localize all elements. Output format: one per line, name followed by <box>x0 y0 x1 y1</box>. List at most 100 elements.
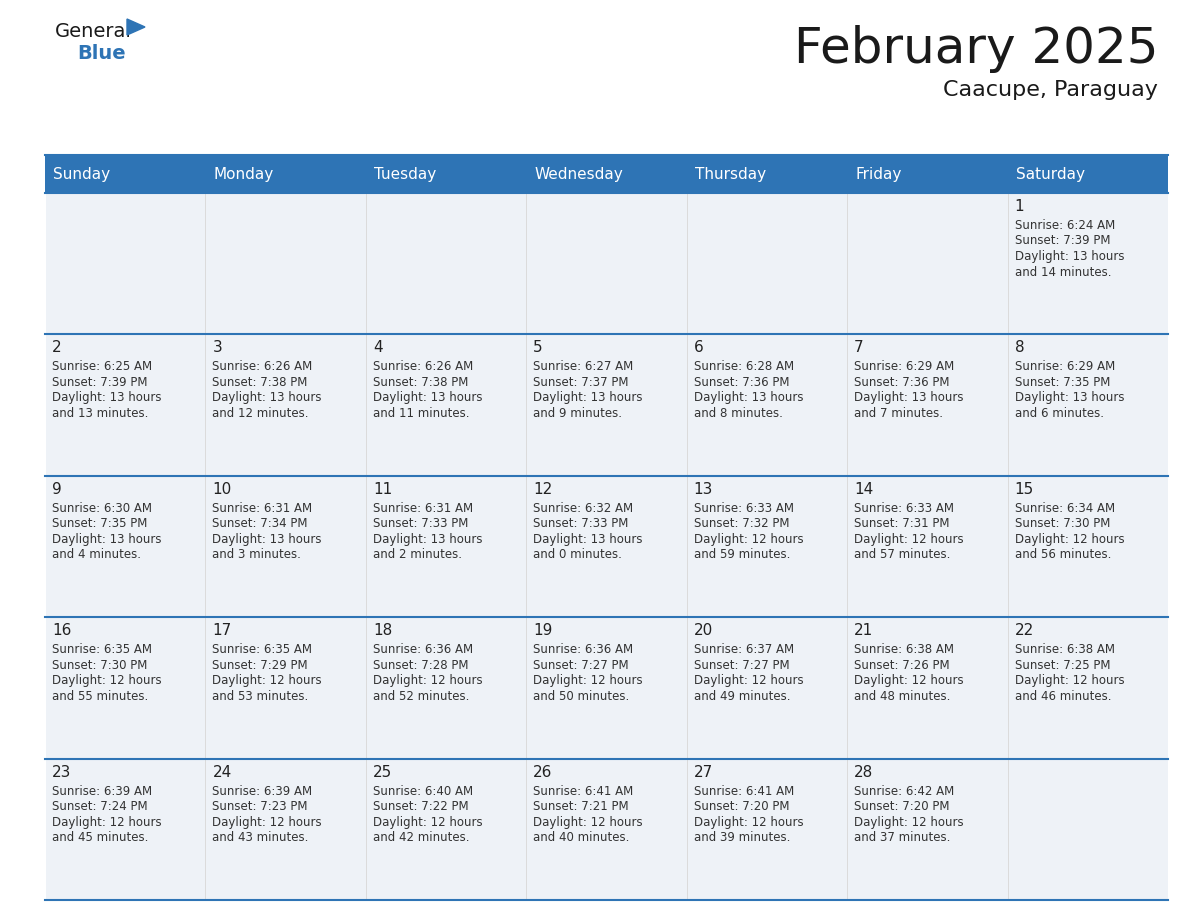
Text: 1: 1 <box>1015 199 1024 214</box>
Text: and 7 minutes.: and 7 minutes. <box>854 407 943 420</box>
Text: and 13 minutes.: and 13 minutes. <box>52 407 148 420</box>
Text: Sunrise: 6:31 AM: Sunrise: 6:31 AM <box>373 502 473 515</box>
Text: Sunset: 7:33 PM: Sunset: 7:33 PM <box>373 518 468 531</box>
Text: Sunrise: 6:37 AM: Sunrise: 6:37 AM <box>694 644 794 656</box>
Text: and 39 minutes.: and 39 minutes. <box>694 831 790 844</box>
Bar <box>45 617 206 758</box>
Bar <box>206 617 366 758</box>
Text: 5: 5 <box>533 341 543 355</box>
Text: Daylight: 12 hours: Daylight: 12 hours <box>1015 674 1124 688</box>
Text: and 6 minutes.: and 6 minutes. <box>1015 407 1104 420</box>
Text: Daylight: 13 hours: Daylight: 13 hours <box>1015 250 1124 263</box>
Text: and 12 minutes.: and 12 minutes. <box>213 407 309 420</box>
Bar <box>526 334 687 476</box>
Text: Daylight: 12 hours: Daylight: 12 hours <box>854 532 963 546</box>
Text: 2: 2 <box>52 341 62 355</box>
Text: Sunset: 7:21 PM: Sunset: 7:21 PM <box>533 800 628 813</box>
Text: Sunrise: 6:36 AM: Sunrise: 6:36 AM <box>533 644 633 656</box>
Text: Sunset: 7:20 PM: Sunset: 7:20 PM <box>694 800 789 813</box>
Text: 24: 24 <box>213 765 232 779</box>
Text: Daylight: 12 hours: Daylight: 12 hours <box>373 674 482 688</box>
Text: and 55 minutes.: and 55 minutes. <box>52 689 148 702</box>
Text: Daylight: 13 hours: Daylight: 13 hours <box>1015 391 1124 405</box>
Bar <box>206 193 366 334</box>
Text: Daylight: 12 hours: Daylight: 12 hours <box>373 815 482 829</box>
Text: Daylight: 12 hours: Daylight: 12 hours <box>52 815 162 829</box>
Bar <box>366 193 526 334</box>
Text: Sunday: Sunday <box>53 166 110 182</box>
Text: Sunset: 7:24 PM: Sunset: 7:24 PM <box>52 800 147 813</box>
Text: Sunset: 7:22 PM: Sunset: 7:22 PM <box>373 800 468 813</box>
Text: Sunrise: 6:27 AM: Sunrise: 6:27 AM <box>533 361 633 374</box>
Text: and 59 minutes.: and 59 minutes. <box>694 548 790 561</box>
Bar <box>687 617 847 758</box>
Bar <box>45 155 1168 193</box>
Text: Daylight: 12 hours: Daylight: 12 hours <box>533 815 643 829</box>
Text: 18: 18 <box>373 623 392 638</box>
Text: 22: 22 <box>1015 623 1034 638</box>
Text: Sunrise: 6:28 AM: Sunrise: 6:28 AM <box>694 361 794 374</box>
Text: 7: 7 <box>854 341 864 355</box>
Text: Daylight: 13 hours: Daylight: 13 hours <box>373 532 482 546</box>
Text: Daylight: 12 hours: Daylight: 12 hours <box>533 674 643 688</box>
Text: and 14 minutes.: and 14 minutes. <box>1015 265 1111 278</box>
Text: Sunset: 7:26 PM: Sunset: 7:26 PM <box>854 659 949 672</box>
Text: Daylight: 13 hours: Daylight: 13 hours <box>213 391 322 405</box>
Text: 14: 14 <box>854 482 873 497</box>
Bar <box>45 476 206 617</box>
Text: February 2025: February 2025 <box>794 25 1158 73</box>
Text: Daylight: 12 hours: Daylight: 12 hours <box>854 815 963 829</box>
Bar <box>526 617 687 758</box>
Bar <box>45 758 206 900</box>
Text: Sunrise: 6:42 AM: Sunrise: 6:42 AM <box>854 785 954 798</box>
Text: Daylight: 12 hours: Daylight: 12 hours <box>694 532 803 546</box>
Text: Thursday: Thursday <box>695 166 766 182</box>
Text: Sunset: 7:27 PM: Sunset: 7:27 PM <box>694 659 789 672</box>
Bar <box>1007 617 1168 758</box>
Text: Sunrise: 6:40 AM: Sunrise: 6:40 AM <box>373 785 473 798</box>
Text: and 52 minutes.: and 52 minutes. <box>373 689 469 702</box>
Text: Sunrise: 6:26 AM: Sunrise: 6:26 AM <box>213 361 312 374</box>
Text: 6: 6 <box>694 341 703 355</box>
Text: Sunrise: 6:31 AM: Sunrise: 6:31 AM <box>213 502 312 515</box>
Bar <box>1007 334 1168 476</box>
Text: 13: 13 <box>694 482 713 497</box>
Text: 3: 3 <box>213 341 222 355</box>
Text: Sunset: 7:35 PM: Sunset: 7:35 PM <box>1015 375 1110 389</box>
Bar <box>1007 193 1168 334</box>
Text: Sunrise: 6:34 AM: Sunrise: 6:34 AM <box>1015 502 1114 515</box>
Text: Daylight: 12 hours: Daylight: 12 hours <box>52 674 162 688</box>
Text: 15: 15 <box>1015 482 1034 497</box>
Text: Sunset: 7:29 PM: Sunset: 7:29 PM <box>213 659 308 672</box>
Text: 8: 8 <box>1015 341 1024 355</box>
Text: 19: 19 <box>533 623 552 638</box>
Text: and 40 minutes.: and 40 minutes. <box>533 831 630 844</box>
Text: and 56 minutes.: and 56 minutes. <box>1015 548 1111 561</box>
Text: Daylight: 12 hours: Daylight: 12 hours <box>213 674 322 688</box>
Text: Sunset: 7:34 PM: Sunset: 7:34 PM <box>213 518 308 531</box>
Text: Sunset: 7:23 PM: Sunset: 7:23 PM <box>213 800 308 813</box>
Text: Sunset: 7:39 PM: Sunset: 7:39 PM <box>1015 234 1110 248</box>
Text: Saturday: Saturday <box>1016 166 1085 182</box>
Text: and 49 minutes.: and 49 minutes. <box>694 689 790 702</box>
Text: Monday: Monday <box>214 166 273 182</box>
Text: Daylight: 13 hours: Daylight: 13 hours <box>52 532 162 546</box>
Bar <box>206 334 366 476</box>
Text: 23: 23 <box>52 765 71 779</box>
Text: and 57 minutes.: and 57 minutes. <box>854 548 950 561</box>
Text: Sunset: 7:36 PM: Sunset: 7:36 PM <box>854 375 949 389</box>
Text: Sunset: 7:38 PM: Sunset: 7:38 PM <box>373 375 468 389</box>
Text: and 2 minutes.: and 2 minutes. <box>373 548 462 561</box>
Text: Sunset: 7:37 PM: Sunset: 7:37 PM <box>533 375 628 389</box>
Text: Sunrise: 6:33 AM: Sunrise: 6:33 AM <box>854 502 954 515</box>
Text: Friday: Friday <box>855 166 902 182</box>
Text: 21: 21 <box>854 623 873 638</box>
Text: Wednesday: Wednesday <box>535 166 623 182</box>
Text: Daylight: 13 hours: Daylight: 13 hours <box>213 532 322 546</box>
Text: and 50 minutes.: and 50 minutes. <box>533 689 630 702</box>
Bar <box>366 758 526 900</box>
Text: Sunrise: 6:35 AM: Sunrise: 6:35 AM <box>213 644 312 656</box>
Text: Sunrise: 6:38 AM: Sunrise: 6:38 AM <box>1015 644 1114 656</box>
Text: and 4 minutes.: and 4 minutes. <box>52 548 141 561</box>
Text: Daylight: 13 hours: Daylight: 13 hours <box>694 391 803 405</box>
